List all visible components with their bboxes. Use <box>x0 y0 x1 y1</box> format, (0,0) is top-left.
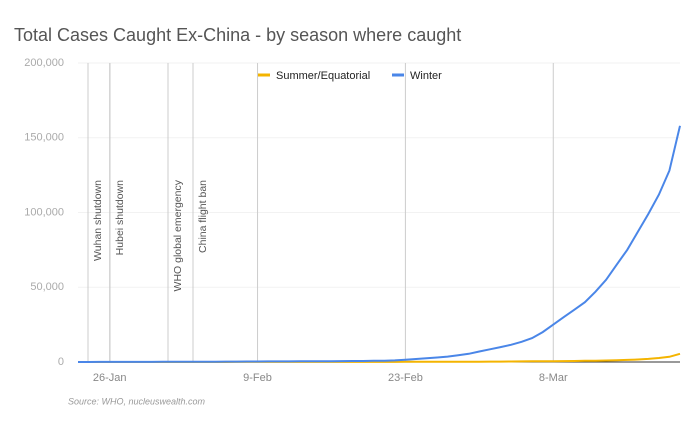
annotation: WHO global emergency <box>172 179 184 291</box>
y-tick-label: 200,000 <box>24 57 64 69</box>
series-line <box>78 125 681 363</box>
y-tick-label: 0 <box>58 356 64 368</box>
x-tick-label: 23-Feb <box>388 372 423 384</box>
legend-label: Summer/Equatorial <box>276 70 370 82</box>
x-tick-label: 8-Mar <box>539 372 568 384</box>
annotation: Wuhan shutdown <box>92 180 104 261</box>
legend-label: Winter <box>410 70 442 82</box>
annotation: China flight ban <box>197 180 209 253</box>
y-tick-label: 50,000 <box>30 281 64 293</box>
x-tick-label: 9-Feb <box>243 372 272 384</box>
chart-title: Total Cases Caught Ex-China - by season … <box>14 25 461 45</box>
x-tick-label: 26-Jan <box>93 372 127 384</box>
y-tick-label: 150,000 <box>24 132 64 144</box>
source: Source: WHO, nucleuswealth.com <box>68 396 206 406</box>
y-tick-label: 100,000 <box>24 206 64 218</box>
annotation: Hubei shutdown <box>114 180 126 255</box>
